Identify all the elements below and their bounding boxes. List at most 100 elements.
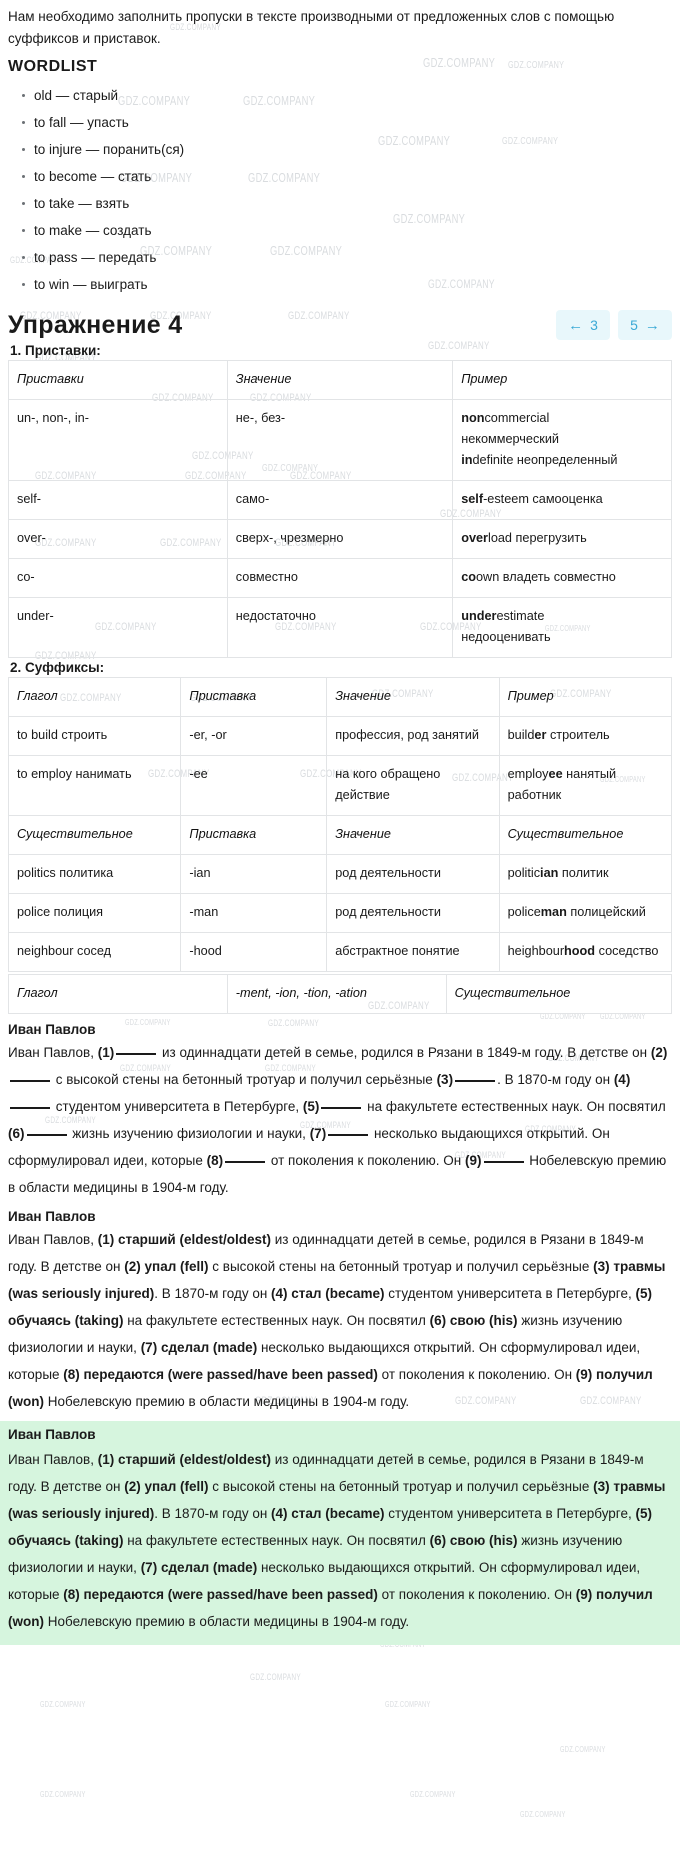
meaning-cell: само- [226, 480, 454, 520]
meaning-cell: на кого обращено действие [326, 755, 500, 816]
column-header: Приставка [180, 815, 328, 855]
answer-fill: (6) свою (his) [429, 1533, 518, 1548]
example-rest: estimate [496, 609, 545, 623]
page-content: Нам необходимо заполнить пропуски в текс… [0, 9, 680, 1645]
page-title: Упражнение 4 [8, 310, 183, 339]
column-header: Существительное [445, 974, 673, 1014]
example-cell: coown владеть совместно [452, 558, 672, 598]
blank-number: (7) [309, 1126, 327, 1141]
answer-fill: (2) упал (fell) [124, 1479, 209, 1494]
example-bold: self [461, 492, 484, 506]
example-bold: ian [540, 866, 559, 880]
word-cell: politics политика [7, 854, 182, 894]
answer-fill: (4) стал (became) [271, 1506, 385, 1521]
answer-title: Иван Павлов [8, 1209, 96, 1224]
watermark-text: GDZ.COMPANY [520, 1810, 566, 1819]
example-pre: build [507, 728, 535, 742]
intro-paragraph: Нам необходимо заполнить пропуски в текс… [8, 9, 615, 46]
example-cell: self-esteem самооценка [452, 480, 672, 520]
blank-number: (3) [436, 1072, 454, 1087]
answer-blank [10, 1107, 50, 1109]
answer-text: Иван Павлов, (1) старший (eldest/oldest)… [8, 1232, 666, 1409]
table-row: Глагол -ment, -ion, -tion, -ation Сущест… [8, 974, 673, 1014]
suffixes-table: Глагол Приставка Значение Пример to buil… [7, 677, 673, 972]
answer-fill: (7) сделал (made) [140, 1340, 258, 1355]
word-cell: to build строить [7, 716, 182, 756]
answer-fill: (5) обучаясь (taking) [8, 1286, 652, 1328]
answer-fill: (7) сделал (made) [140, 1560, 258, 1575]
answer-fill: (5) обучаясь (taking) [8, 1506, 652, 1548]
example-cell: underestimate недооценивать [452, 597, 672, 658]
example-bold: hood [564, 944, 596, 958]
prefix-cell: over- [8, 519, 228, 559]
example-bold: non [461, 411, 485, 425]
example-cell: overload перегрузить [452, 519, 672, 559]
prefix-cell: under- [8, 597, 228, 658]
meaning-cell: абстрактное понятие [326, 932, 500, 972]
exercise-navigation: ← 3 5 → [556, 310, 672, 340]
answer-text-highlighted: Иван Павлов, (1) старший (eldest/oldest)… [8, 1452, 666, 1629]
watermark-text: GDZ.COMPANY [40, 1790, 86, 1799]
example-pre: heighbour [507, 944, 565, 958]
list-item: old — старый [22, 82, 672, 109]
blank-number: (5) [302, 1099, 320, 1114]
suffixes-label: 2. Суффиксы: [10, 660, 105, 675]
prefix-cell: un-, non-, in- [8, 399, 228, 481]
list-item: to fall — упасть [22, 109, 672, 136]
example-bold: under [461, 609, 497, 623]
affix-cell: -ment, -ion, -tion, -ation [226, 974, 447, 1014]
prefix-cell: self- [8, 480, 228, 520]
table-row: un-, non-, in- не-, без- noncommercial н… [8, 399, 672, 481]
exercise-header: Упражнение 4 ← 3 5 → [8, 308, 672, 342]
example-pre: employ [507, 767, 549, 781]
table-row: politics политика -ian род деятельности … [7, 854, 673, 894]
answer-fill: (9) получил (won) [8, 1587, 653, 1629]
example-rest: -esteem самооценка [483, 492, 603, 506]
example-bold: co [461, 570, 476, 584]
table-header-row: Существительное Приставка Значение Сущес… [7, 815, 673, 855]
answer-fill: (8) передаются (were passed/have been pa… [63, 1587, 378, 1602]
watermark-text: GDZ.COMPANY [385, 1700, 431, 1709]
prev-exercise-button[interactable]: ← 3 [556, 310, 610, 340]
example-bold: man [540, 905, 567, 919]
answer-fill: (2) упал (fell) [124, 1259, 209, 1274]
affix-cell: -er, -or [180, 716, 328, 756]
table-header-row: Глагол Приставка Значение Пример [7, 677, 673, 717]
example-bold: over [461, 531, 488, 545]
table-row: co- совместно coown владеть совместно [8, 558, 672, 598]
next-exercise-button[interactable]: 5 → [618, 310, 672, 340]
column-header: Значение [326, 815, 500, 855]
blank-number: (4) [613, 1072, 631, 1087]
blank-number: (1) [97, 1045, 115, 1060]
blank-number: (8) [206, 1153, 224, 1168]
column-header: Глагол [7, 677, 182, 717]
example-rest: commercial [484, 411, 550, 425]
column-header: Приставка [180, 677, 328, 717]
meaning-cell: недостаточно [226, 597, 454, 658]
column-header: Существительное [7, 815, 182, 855]
answer-blank [483, 1161, 524, 1163]
table-row: over- сверх-, чрезмерно overload перегру… [8, 519, 672, 559]
task-block: Иван Павлов Иван Павлов, (1) из одиннадц… [8, 1022, 672, 1201]
answer-blank [225, 1161, 266, 1163]
answer-fill: (3) травмы (was seriously injured) [8, 1259, 666, 1301]
answer-blank [455, 1080, 496, 1082]
example-pre: police [507, 905, 541, 919]
example-post: нанятый работник [507, 767, 617, 802]
list-item: to take — взять [22, 190, 672, 217]
answer-blank [10, 1080, 50, 1082]
word-cell: to employ нанимать [7, 755, 182, 816]
answer-fill: (4) стал (became) [271, 1286, 385, 1301]
suffixes-last-table: Глагол -ment, -ion, -tion, -ation Сущест… [8, 974, 673, 1014]
meaning-cell: род деятельности [326, 893, 500, 933]
column-header: Приставки [8, 360, 228, 400]
affix-cell: -hood [180, 932, 328, 972]
meaning-cell: не-, без- [226, 399, 454, 481]
meaning-cell: сверх-, чрезмерно [226, 519, 454, 559]
affix-cell: -man [180, 893, 328, 933]
example-post: строитель [546, 728, 610, 742]
watermark-text: GDZ.COMPANY [250, 1672, 301, 1682]
list-item: to become — стать [22, 163, 672, 190]
answer-fill: (3) травмы (was seriously injured) [8, 1479, 666, 1521]
table-row: to build строить -er, -or профессия, род… [7, 716, 673, 756]
